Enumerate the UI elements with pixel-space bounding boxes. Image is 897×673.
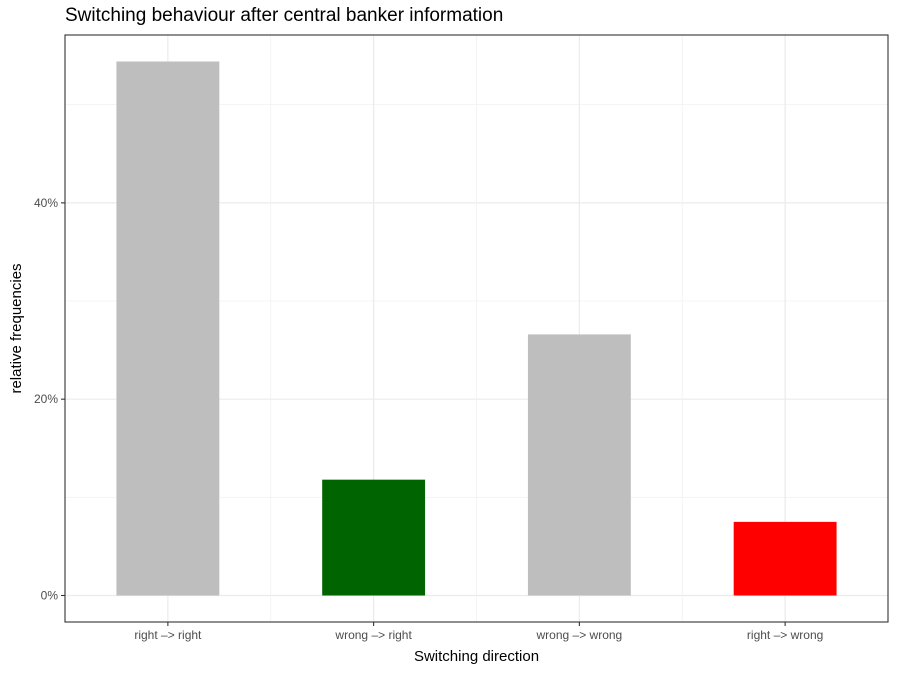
y-tick-label: 20% [34,392,58,406]
plot-panel-border [64,34,889,623]
bar [733,521,837,596]
y-axis-title: relative frequencies [8,263,25,393]
bar [527,334,631,596]
x-tick-label: right –> right [134,628,202,642]
y-tick-label: 40% [34,196,58,210]
y-tick-label: 0% [41,588,59,602]
bar [322,479,426,596]
x-tick-label: right –> wrong [747,628,823,642]
bar [116,61,220,596]
x-tick-label: wrong –> right [334,628,412,642]
x-axis-title: Switching direction [414,648,539,665]
chart-title: Switching behaviour after central banker… [65,5,504,26]
bars [116,61,837,596]
x-tick-label: wrong –> wrong [536,628,623,642]
axes: 0% 20% 40% right –> right wrong –> right wron… [34,196,823,642]
